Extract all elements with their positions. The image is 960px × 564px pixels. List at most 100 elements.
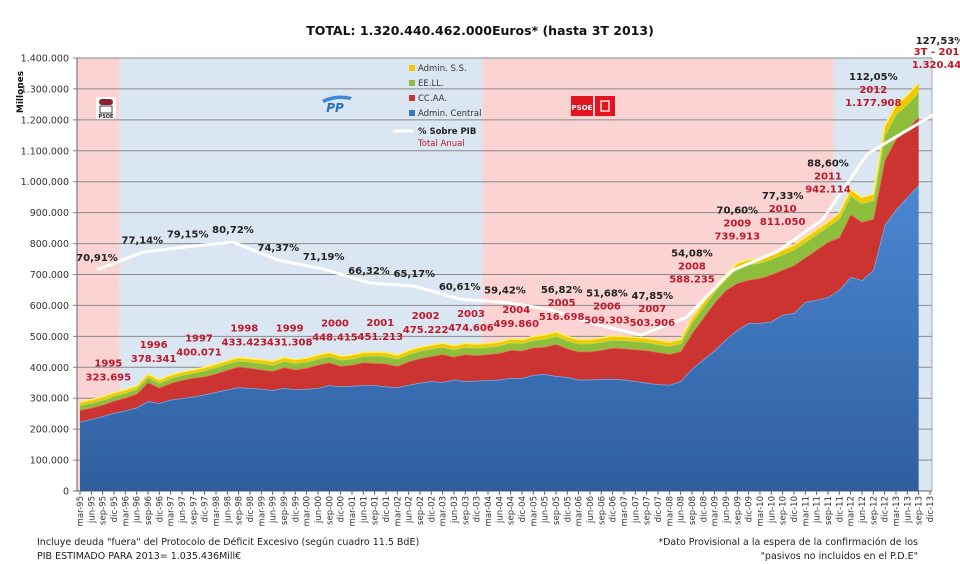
x-tick-label: mar-98 [212, 496, 222, 526]
total-label: 588.235 [669, 274, 715, 285]
pct-label: 88,60% [807, 159, 849, 170]
annual-labels: 70,91% 1995 323.695 77,14% 1996 378.341 79,15%… [76, 36, 960, 384]
psoe-small-logo: PSOE [96, 97, 116, 120]
year-label: 2003 [457, 309, 485, 320]
x-axis-ticks: mar-95 jun-95 sep-95 dic-95 mar-96 jun-96 sep-… [76, 491, 936, 526]
pct-label: 77,14% [122, 235, 164, 246]
x-tick-label: sep-05 [552, 496, 562, 525]
legend-label-eell: EE.LL. [418, 79, 444, 89]
y-tick-label: 200.000 [30, 425, 69, 436]
x-tick-label: dic-96 [155, 496, 165, 522]
total-label: 503.906 [630, 318, 676, 329]
y-tick-label: 700.000 [30, 270, 69, 281]
x-tick-label: mar-06 [575, 496, 585, 526]
x-tick-label: sep-11 [824, 496, 834, 525]
total-label: 1.177.908 [845, 98, 901, 109]
total-label: 400.071 [176, 347, 222, 358]
pct-label: 47,85% [631, 291, 673, 302]
year-label: 1997 [185, 333, 213, 344]
x-tick-label: sep-00 [325, 496, 335, 525]
y-tick-label: 800.000 [30, 239, 69, 250]
total-label: 451.213 [358, 332, 404, 343]
x-tick-label: sep-06 [597, 496, 607, 525]
x-tick-label: jun-98 [223, 496, 233, 524]
total-label: 475.222 [403, 325, 449, 336]
total-label: 1.320.440 [912, 60, 960, 71]
pct-label: 65,17% [393, 269, 435, 280]
legend-swatch-ccaa [409, 95, 415, 101]
x-tick-label: mar-13 [892, 496, 902, 526]
x-tick-label: sep-12 [869, 496, 879, 525]
psoe-logo: PSOE [571, 96, 615, 116]
pct-label: 70,60% [716, 206, 758, 217]
year-label: 2001 [366, 318, 394, 329]
pct-label: 112,05% [849, 72, 898, 83]
year-label: 2012 [859, 85, 887, 96]
pct-label: 66,32% [348, 266, 390, 277]
x-tick-label: jun-99 [269, 496, 279, 524]
year-label: 2002 [412, 311, 440, 322]
year-label: 2004 [502, 305, 530, 316]
pct-label: 56,82% [541, 285, 583, 296]
year-label: 2011 [814, 172, 842, 183]
total-label: 811.050 [760, 217, 806, 228]
total-label: 942.114 [805, 185, 851, 196]
chart-title: TOTAL: 1.320.440.462.000Euros* (hasta 3T… [306, 23, 654, 38]
x-tick-label: mar-95 [76, 496, 86, 526]
y-tick-label: 0 [63, 487, 69, 498]
y-axis-ticks: 0 100.000 200.000 300.000 400.000 500.000 600.… [21, 54, 69, 498]
y-tick-label: 1.000.000 [21, 177, 69, 188]
x-tick-label: dic-10 [790, 496, 800, 522]
x-tick-label: sep-09 [733, 496, 743, 525]
x-tick-label: jun-08 [677, 496, 687, 524]
x-tick-label: jun-06 [586, 496, 596, 524]
x-tick-label: jun-13 [903, 496, 913, 524]
x-tick-label: jun-12 [858, 496, 868, 524]
x-tick-label: jun-07 [631, 496, 641, 524]
x-tick-label: jun-96 [133, 496, 143, 524]
year-label: 3T - 2013 [914, 47, 960, 58]
year-label: 2000 [321, 318, 349, 329]
year-label: 2010 [769, 204, 797, 215]
x-tick-label: sep-02 [416, 496, 426, 525]
total-label: 433.423 [222, 337, 268, 348]
year-label: 2006 [593, 302, 621, 313]
pp-logo: PP [322, 95, 352, 115]
x-tick-label: jun-09 [722, 496, 732, 524]
x-tick-label: sep-07 [643, 496, 653, 525]
total-label: 378.341 [131, 354, 177, 365]
legend-swatch-admin-ss [409, 65, 415, 71]
x-tick-label: jun-01 [359, 496, 369, 524]
x-tick-label: dic-95 [110, 496, 120, 522]
x-tick-label: mar-96 [121, 496, 131, 526]
x-tick-label: sep-01 [371, 496, 381, 525]
x-tick-label: dic-98 [246, 496, 256, 522]
y-tick-label: 600.000 [30, 301, 69, 312]
x-tick-label: jun-97 [178, 496, 188, 524]
x-tick-label: sep-96 [144, 496, 154, 525]
x-tick-label: mar-09 [711, 496, 721, 526]
footnote-right-1: *Dato Provisional a la espera de la conf… [658, 537, 918, 548]
y-tick-label: 1.400.000 [21, 54, 69, 65]
x-tick-label: mar-08 [665, 496, 675, 526]
x-tick-label: dic-99 [291, 496, 301, 522]
year-label: 1995 [94, 359, 122, 370]
x-tick-label: dic-07 [654, 496, 664, 522]
pct-label: 74,37% [257, 243, 299, 254]
x-tick-label: dic-04 [518, 496, 528, 522]
legend-label-total-anual: Total Anual [417, 139, 465, 149]
x-tick-label: jun-05 [541, 496, 551, 524]
legend-label-admin-central: Admin. Central [418, 109, 481, 119]
x-tick-label: dic-06 [609, 496, 619, 522]
legend-swatch-admin-central [409, 110, 415, 116]
total-label: 323.695 [86, 373, 132, 384]
year-label: 2008 [678, 261, 706, 272]
x-tick-label: dic-00 [337, 496, 347, 522]
year-label: 2009 [723, 219, 751, 230]
x-tick-label: dic-08 [699, 496, 709, 522]
x-tick-label: dic-11 [835, 496, 845, 522]
pct-label: 80,72% [212, 225, 254, 236]
x-tick-label: jun-03 [450, 496, 460, 524]
pct-label: 51,68% [586, 289, 628, 300]
